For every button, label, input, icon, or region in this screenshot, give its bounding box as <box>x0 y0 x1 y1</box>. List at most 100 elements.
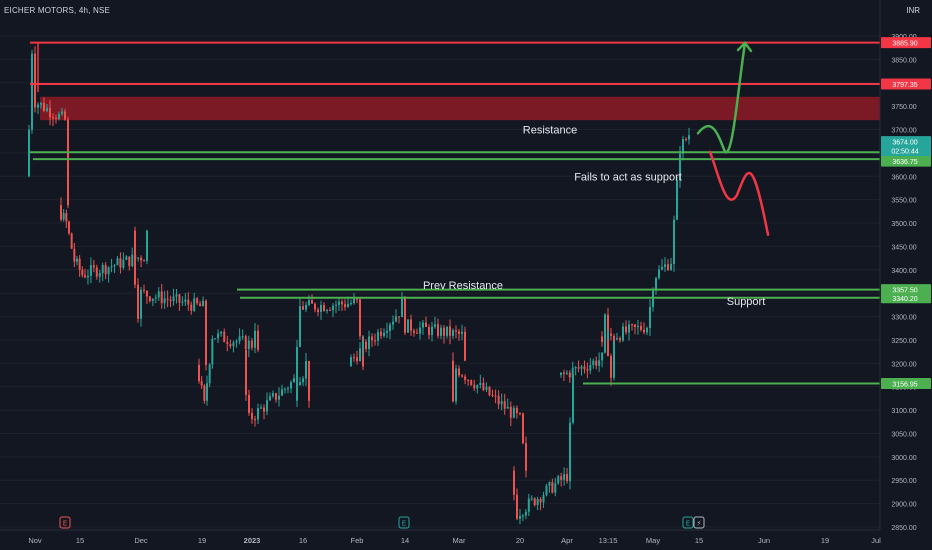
candle-body <box>658 269 660 278</box>
candle-body <box>516 494 518 519</box>
candle-body <box>554 483 557 493</box>
candle-body <box>374 340 376 342</box>
symbol-title: EICHER MOTORS, 4h, NSE <box>4 6 111 15</box>
candle-body <box>512 407 515 418</box>
candle-body <box>649 307 651 329</box>
candle-body <box>359 348 361 362</box>
candle-body <box>557 476 560 484</box>
candle-body <box>563 474 566 480</box>
candle-body <box>140 289 142 319</box>
candle-body <box>655 277 657 291</box>
event-marker <box>398 516 410 529</box>
candle-body <box>226 342 229 345</box>
candle-body <box>503 401 506 409</box>
candle-body <box>470 380 473 385</box>
candle-body <box>604 314 606 353</box>
candle-body <box>380 331 382 336</box>
candle-body <box>589 364 592 371</box>
candle-body <box>628 324 630 333</box>
candle-body <box>416 332 418 334</box>
candle-body <box>187 299 190 305</box>
candle-body <box>389 324 391 331</box>
x-tick-label: 19 <box>198 536 206 545</box>
event-marker <box>682 516 694 529</box>
candle-body <box>140 257 143 261</box>
candle-body <box>148 296 151 302</box>
event-marker <box>693 516 705 529</box>
candle-body <box>491 395 494 397</box>
candle-body <box>131 254 134 267</box>
candle-body <box>235 341 238 343</box>
x-tick-label: Nov <box>28 536 42 545</box>
candle-body <box>640 326 642 330</box>
annotation-label: Resistance <box>523 125 577 137</box>
price-tag-text: 3885.90 <box>892 41 917 48</box>
candle-body <box>128 256 131 267</box>
candle-body <box>440 327 442 336</box>
candle-body <box>110 266 113 268</box>
candle-body <box>542 495 545 503</box>
candle-body <box>293 378 295 383</box>
candle-body <box>521 515 524 517</box>
candle-body <box>119 258 122 268</box>
candle-body <box>572 374 574 423</box>
candle-body <box>458 368 460 376</box>
candle-body <box>607 333 609 339</box>
candle-body <box>92 265 95 268</box>
candle-body <box>281 389 283 396</box>
candle-body <box>565 372 568 374</box>
candle-body <box>455 330 457 332</box>
candle-body <box>551 482 554 493</box>
candle-body <box>275 393 277 400</box>
candle-body <box>676 180 678 220</box>
x-tick-label: 20 <box>516 536 524 545</box>
candle-body <box>419 327 421 334</box>
candle-body <box>184 299 187 302</box>
candle-body <box>208 364 211 384</box>
last-price-text: 3674.00 <box>892 140 917 147</box>
candle-body <box>154 297 157 299</box>
candle-body <box>211 338 214 365</box>
candle-body <box>527 498 530 512</box>
x-tick-label: Jul <box>871 536 881 545</box>
y-tick-label: 3500.00 <box>891 221 916 228</box>
candle-body <box>383 332 385 336</box>
x-tick-label: May <box>646 536 660 545</box>
y-tick-label: 3000.00 <box>891 455 916 462</box>
candle-body <box>302 378 304 383</box>
candle-body <box>214 338 216 340</box>
candle-body <box>137 257 140 259</box>
candle-body <box>202 300 205 307</box>
candle-body <box>89 265 92 276</box>
candle-body <box>290 382 292 389</box>
candle-body <box>353 357 355 359</box>
event-marker <box>59 516 71 529</box>
candle-body <box>160 291 163 304</box>
candle-body <box>37 104 39 108</box>
x-tick-label: 19 <box>821 536 829 545</box>
candle-body <box>81 269 84 276</box>
candle-body <box>326 310 328 312</box>
candle-body <box>73 248 76 262</box>
candle-body <box>172 296 175 302</box>
candle-body <box>525 443 527 471</box>
y-tick-label: 2900.00 <box>891 502 916 509</box>
price-tag-3636.75 <box>881 155 931 167</box>
candle-body <box>688 135 690 140</box>
candle-body <box>338 301 340 305</box>
candle-body <box>308 300 310 305</box>
price-axis <box>880 0 932 550</box>
y-tick-label: 3200.00 <box>891 361 916 368</box>
candle-body <box>452 360 454 402</box>
candle-body <box>586 369 589 371</box>
candle-body <box>251 412 253 420</box>
candle-body <box>244 336 247 349</box>
candle-body <box>634 324 636 327</box>
candle-body <box>166 298 169 300</box>
candle-body <box>560 372 562 375</box>
y-tick-label: 3450.00 <box>891 244 916 251</box>
candle-body <box>422 322 424 328</box>
candle-body <box>413 330 415 333</box>
candle-body <box>205 300 207 365</box>
